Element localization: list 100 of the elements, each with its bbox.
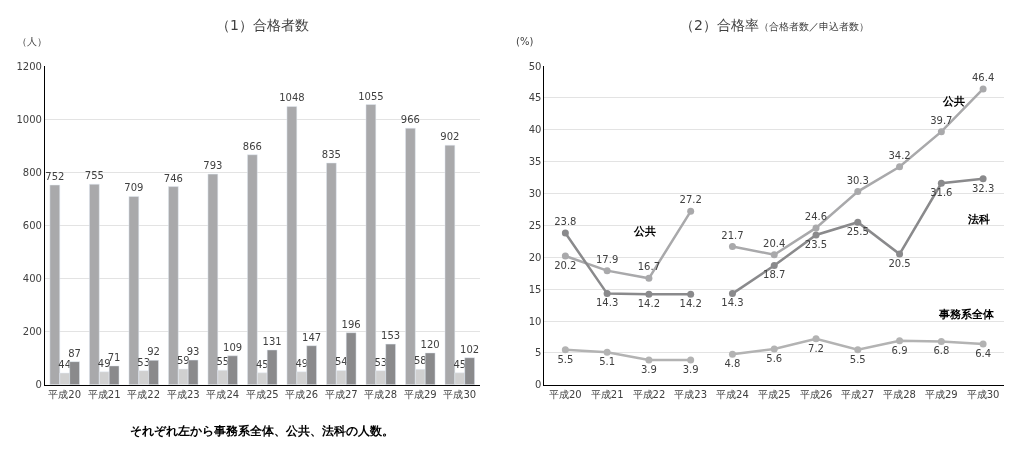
point xyxy=(728,242,736,250)
point xyxy=(937,179,945,187)
data-label: 55 xyxy=(216,356,230,368)
data-label: 20.2 xyxy=(554,259,577,271)
data-label: 93 xyxy=(186,346,200,358)
data-label: 14.3 xyxy=(595,297,619,309)
data-label: 5.1 xyxy=(599,356,616,368)
point xyxy=(854,346,862,354)
data-label: 27.2 xyxy=(679,194,702,206)
annotation: 公共 xyxy=(633,225,656,238)
data-label: 4.8 xyxy=(724,358,741,370)
data-label: 6.8 xyxy=(933,345,950,357)
x-tick-label: 平成20 xyxy=(548,388,582,400)
data-label: 3.9 xyxy=(640,363,657,375)
x-tick-label: 平成26 xyxy=(285,388,319,400)
data-label: 92 xyxy=(147,346,160,358)
data-label: 58 xyxy=(413,355,427,367)
data-label: 20.5 xyxy=(888,257,911,269)
data-label: 44 xyxy=(58,359,72,371)
point xyxy=(603,290,611,298)
data-label: 20.4 xyxy=(763,237,786,249)
y-tick-label: 20 xyxy=(528,251,542,263)
data-label: 24.6 xyxy=(804,211,828,223)
x-tick-label: 平成27 xyxy=(324,388,358,400)
x-tick-label: 平成29 xyxy=(403,388,437,400)
data-label: 87 xyxy=(68,347,81,359)
data-label: 18.7 xyxy=(763,269,786,281)
data-label: 1055 xyxy=(358,90,384,102)
point xyxy=(979,175,987,183)
data-label: 902 xyxy=(440,131,460,143)
x-tick-label: 平成22 xyxy=(632,388,666,400)
data-label: 59 xyxy=(176,355,190,367)
data-label: 5.5 xyxy=(849,353,866,365)
data-label: 196 xyxy=(341,318,361,330)
point xyxy=(770,251,778,259)
y-axis-title: （人） xyxy=(17,36,47,47)
point xyxy=(561,346,569,354)
x-tick-label: 平成27 xyxy=(841,388,875,400)
data-label: 109 xyxy=(223,341,243,353)
point xyxy=(561,252,569,260)
data-label: 16.7 xyxy=(637,261,661,273)
x-tick-label: 平成24 xyxy=(206,388,240,400)
point xyxy=(812,335,820,343)
y-tick-label: 1000 xyxy=(16,113,42,125)
data-label: 21.7 xyxy=(721,229,744,241)
data-label: 5.5 xyxy=(557,353,574,365)
data-label: 14.2 xyxy=(679,298,702,310)
data-label: 966 xyxy=(400,114,420,126)
y-tick-label: 45 xyxy=(528,92,542,104)
point xyxy=(812,231,820,239)
point xyxy=(896,163,904,171)
point xyxy=(687,207,695,215)
x-tick-label: 平成26 xyxy=(799,388,833,400)
y-tick-label: 50 xyxy=(528,60,542,72)
x-tick-label: 平成21 xyxy=(590,388,624,400)
data-label: 835 xyxy=(321,148,341,160)
x-tick-label: 平成25 xyxy=(245,388,279,400)
data-label: 49 xyxy=(97,357,111,369)
chart-title: （1）合格者数 xyxy=(216,17,309,33)
x-tick-label: 平成23 xyxy=(674,388,708,400)
data-label: 153 xyxy=(381,330,401,342)
point xyxy=(728,290,736,298)
data-label: 53 xyxy=(137,356,151,368)
point xyxy=(854,218,862,226)
point xyxy=(770,262,778,270)
y-tick-label: 10 xyxy=(528,315,542,327)
data-label: 131 xyxy=(262,335,282,347)
point xyxy=(561,229,569,237)
point xyxy=(854,188,862,196)
point xyxy=(937,128,945,136)
data-label: 14.3 xyxy=(721,297,744,309)
annotation: 事務系全体 xyxy=(938,308,995,321)
point xyxy=(687,290,695,298)
data-label: 147 xyxy=(302,331,322,343)
chart-subtitle: （合格者数／申込者数） xyxy=(758,21,869,32)
x-tick-label: 平成21 xyxy=(87,388,121,400)
data-label: 102 xyxy=(460,343,480,355)
y-tick-label: 1200 xyxy=(16,60,42,72)
x-tick-label: 平成20 xyxy=(48,388,82,400)
data-label: 34.2 xyxy=(888,149,911,161)
data-label: 6.9 xyxy=(891,344,908,356)
point xyxy=(687,356,695,364)
point xyxy=(937,337,945,345)
data-label: 1048 xyxy=(279,92,305,104)
y-axis-title: (%) xyxy=(516,36,534,47)
data-label: 752 xyxy=(45,171,65,182)
x-tick-label: 平成30 xyxy=(443,388,477,400)
data-label: 45 xyxy=(453,358,467,370)
data-label: 14.2 xyxy=(637,298,661,310)
x-tick-label: 平成28 xyxy=(364,388,398,400)
y-tick-label: 200 xyxy=(22,326,42,338)
data-label: 25.5 xyxy=(846,226,869,238)
data-label: 53 xyxy=(374,356,388,368)
data-label: 23.5 xyxy=(804,238,828,250)
point xyxy=(645,274,653,282)
point xyxy=(728,350,736,358)
annotation: 公共 xyxy=(942,95,965,108)
annotation: 法科 xyxy=(967,213,990,226)
y-tick-label: 35 xyxy=(528,156,542,168)
y-tick-label: 600 xyxy=(22,219,42,231)
